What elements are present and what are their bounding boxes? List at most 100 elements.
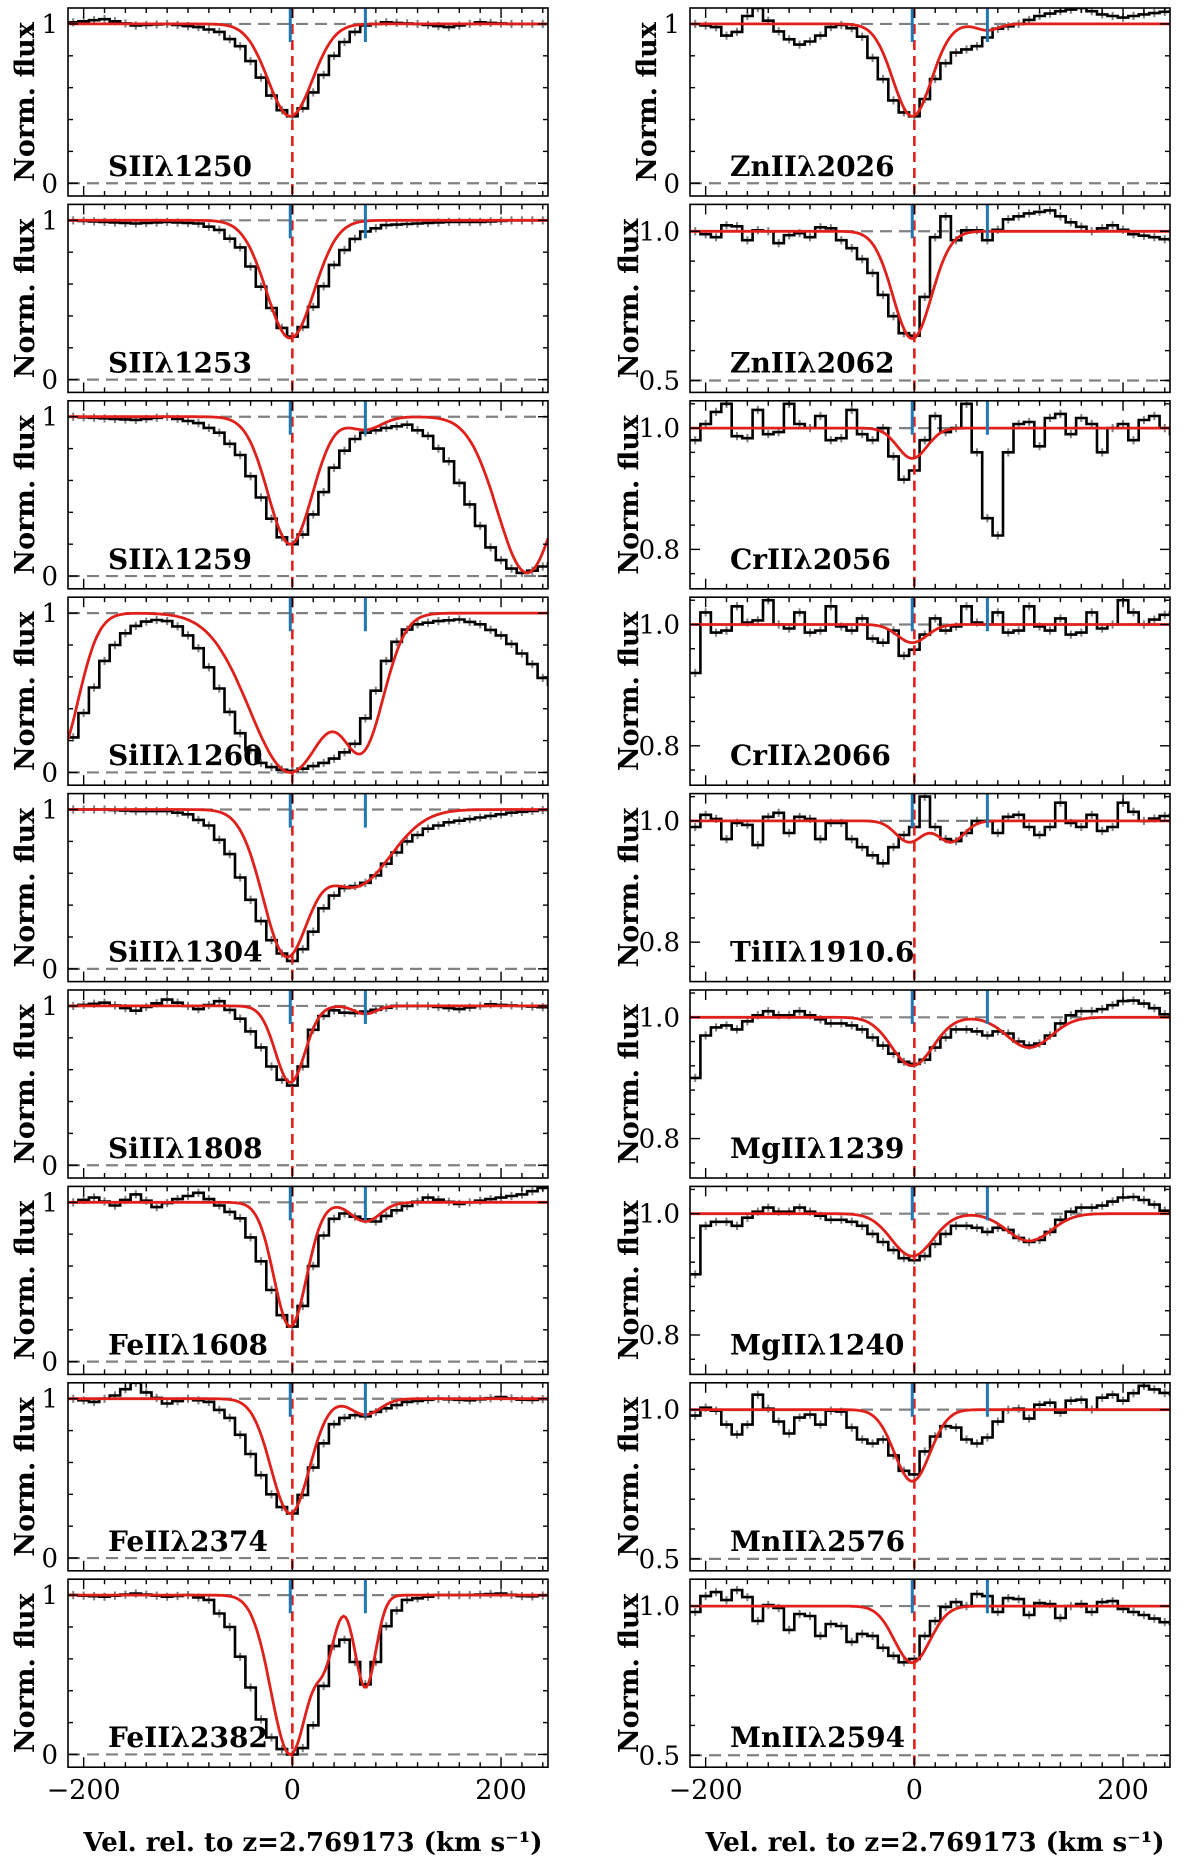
y-tick-label: 1 — [41, 599, 58, 629]
y-axis-label: Norm. flux — [10, 1396, 41, 1557]
x-tick-label: −200 — [47, 1775, 121, 1806]
y-tick-label: 1.0 — [639, 1200, 680, 1230]
panel-frame — [689, 596, 1171, 787]
x-tick-label: 200 — [475, 1775, 527, 1806]
panel-frame — [689, 7, 1171, 197]
transition-label: MnIIλ2594 — [730, 1721, 905, 1754]
panel-frame — [67, 203, 549, 394]
transition-label: MnIIλ2576 — [730, 1525, 905, 1558]
transition-label: FeIIλ2382 — [108, 1721, 268, 1754]
model-fit — [690, 623, 1170, 644]
y-tick-label: 0.5 — [639, 1545, 680, 1575]
panel-frame — [67, 989, 549, 1179]
model-fit — [690, 1212, 1170, 1258]
y-tick-label: 0 — [41, 955, 58, 985]
y-axis-label: Norm. flux — [10, 218, 41, 379]
y-axis-label: Norm. flux — [614, 1592, 645, 1753]
observed-spectrum — [690, 8, 1170, 118]
y-tick-label: 1 — [41, 1188, 58, 1218]
y-axis-label: Norm. flux — [10, 21, 41, 182]
plot-area — [690, 597, 1170, 786]
panel-frame — [67, 399, 549, 590]
y-axis-label: Norm. flux — [614, 1200, 645, 1361]
y-tick-label: 1.0 — [639, 1592, 680, 1622]
x-tick-label: −200 — [669, 1775, 743, 1806]
panel-frame — [689, 1382, 1171, 1572]
model-fit — [68, 1004, 548, 1084]
y-tick-label: 1.0 — [639, 217, 680, 247]
y-tick-label: 0 — [41, 1348, 58, 1378]
panel-frame — [67, 1382, 549, 1572]
y-tick-label: 0 — [41, 1740, 58, 1770]
y-tick-label: 1 — [41, 796, 58, 826]
model-fit — [690, 819, 1170, 844]
y-tick-label: 1 — [41, 1385, 58, 1415]
panel-frame — [689, 989, 1171, 1179]
y-axis-label: Norm. flux — [614, 218, 645, 379]
plot-area — [690, 1186, 1170, 1375]
observed-spectrum — [690, 795, 1170, 865]
panel-frame — [67, 1578, 549, 1768]
y-tick-label: 0 — [41, 1544, 58, 1574]
model-fit — [68, 808, 548, 959]
y-tick-label: 0.8 — [639, 1125, 680, 1155]
panel-frame — [689, 792, 1171, 983]
y-tick-label: 0 — [663, 169, 680, 199]
y-axis-label: Norm. flux — [10, 610, 41, 771]
y-tick-label: 0.5 — [639, 366, 680, 396]
transition-label: FeIIλ1608 — [108, 1328, 268, 1361]
y-axis-label: Norm. flux — [614, 414, 645, 575]
y-axis-label: Norm. flux — [10, 1592, 41, 1753]
plot-area — [68, 990, 548, 1178]
plot-area — [68, 400, 548, 589]
model-fit — [690, 1604, 1170, 1665]
x-tick-label: 0 — [906, 1775, 923, 1806]
y-tick-label: 0 — [41, 758, 58, 788]
y-tick-label: 0 — [41, 1151, 58, 1181]
panel-frame — [67, 792, 549, 983]
observed-spectrum — [690, 402, 1170, 537]
y-tick-label: 1 — [663, 10, 680, 40]
observed-spectrum — [690, 598, 1170, 675]
panel-frame — [689, 399, 1171, 590]
y-tick-label: 1 — [41, 1581, 58, 1611]
plot-area — [690, 1382, 1170, 1571]
y-tick-label: 0 — [41, 169, 58, 199]
model-fit — [690, 1408, 1170, 1483]
plot-area — [68, 8, 548, 196]
y-axis-label: Norm. flux — [632, 21, 663, 182]
observed-spectrum — [690, 1195, 1170, 1276]
model-fit — [68, 611, 548, 774]
transition-label: MgIIλ1240 — [730, 1328, 904, 1361]
y-axis-label: Norm. flux — [10, 807, 41, 968]
y-tick-label: 0.8 — [639, 928, 680, 958]
y-tick-label: 0.8 — [639, 535, 680, 565]
model-fit — [690, 229, 1170, 340]
y-tick-label: 1 — [41, 10, 58, 40]
observed-spectrum — [68, 415, 548, 575]
observed-spectrum — [68, 808, 548, 963]
panel-frame — [689, 203, 1171, 394]
y-tick-label: 1.0 — [639, 414, 680, 444]
x-tick-label: 0 — [284, 1775, 301, 1806]
y-tick-label: 1.0 — [639, 610, 680, 640]
plot-area — [68, 597, 548, 786]
y-tick-label: 0.8 — [639, 1321, 680, 1351]
y-axis-label: Norm. flux — [614, 610, 645, 771]
model-fit — [68, 1397, 548, 1515]
y-tick-label: 0.8 — [639, 732, 680, 762]
y-tick-label: 1 — [41, 206, 58, 236]
plot-area — [68, 1186, 548, 1375]
transition-label: SIIλ1253 — [108, 346, 252, 379]
